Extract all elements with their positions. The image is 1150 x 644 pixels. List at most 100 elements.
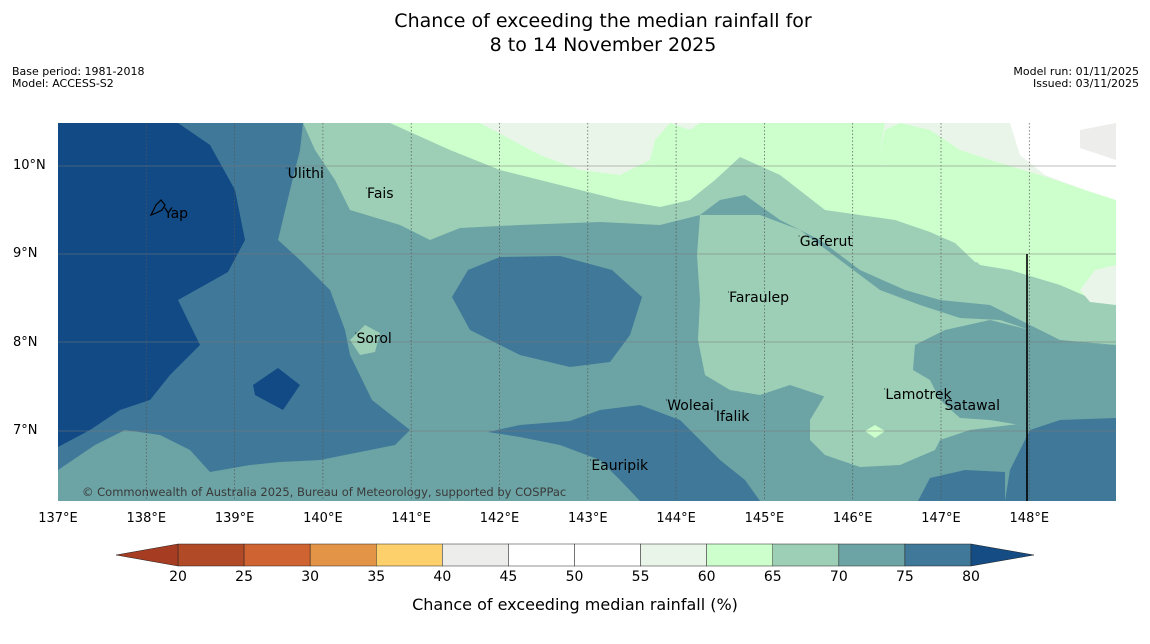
place-name: Satawal — [944, 398, 1000, 415]
colorbar-segment — [838, 543, 906, 567]
contour-gt80-blob — [253, 368, 300, 410]
contour-gt80-west — [58, 123, 245, 447]
colorbar-tick-label: 70 — [829, 569, 848, 585]
place-marker-icon: · — [354, 329, 357, 339]
colorbar-segment — [442, 543, 509, 567]
place-gaferut: · Gaferut — [797, 231, 853, 250]
colorbar-label: Chance of exceeding median rainfall (%) — [412, 595, 738, 614]
colorbar-tick-label: 25 — [235, 569, 253, 585]
colorbar-segment — [574, 543, 641, 567]
colorbar-tick-label: 60 — [697, 569, 716, 585]
copyright-notice: © Commonwealth of Australia 2025, Bureau… — [82, 485, 567, 499]
place-woleai: · Woleai — [665, 396, 714, 415]
colorbar-segment — [640, 543, 707, 567]
place-ifalik: · Ifalik — [713, 406, 750, 425]
yap-island — [149, 199, 166, 217]
contour-60-65-inner — [655, 123, 1116, 290]
place-marker-icon: · — [797, 231, 801, 241]
place-name: Faraulep — [729, 289, 790, 306]
place-sorol: · Sorol — [354, 329, 392, 348]
x-tick-label: 147°E — [921, 511, 961, 526]
place-name: Ifalik — [715, 408, 750, 425]
colorbar-tick-label: 75 — [895, 569, 914, 585]
contour-65-70-sorol — [350, 325, 380, 355]
place-marker-icon: · — [161, 203, 165, 213]
colorbar-tick-label: 50 — [565, 569, 584, 585]
place-fais: · Fais — [365, 184, 394, 203]
place-faraulep: · Faraulep — [727, 287, 790, 306]
y-tick-label: 7°N — [13, 422, 38, 438]
place-lamotrek: · Lamotrek — [883, 384, 952, 403]
colorbar-high-extend — [970, 543, 1035, 567]
contour-70-75-east — [913, 320, 1116, 425]
place-marker-icon: · — [942, 396, 946, 406]
place-name: Ulithi — [287, 166, 324, 182]
y-tick-label: 10°N — [13, 158, 46, 173]
colorbar-low-extend — [115, 543, 179, 567]
place-ulithi: · Ulithi — [286, 164, 324, 182]
y-tick-label: 8°N — [13, 334, 38, 350]
colorbar-segment — [243, 543, 311, 567]
colorbar-tick-label: 35 — [367, 569, 386, 585]
colorbar-segment — [376, 543, 443, 567]
meta-right: Model run: 01/11/2025 Issued: 03/11/2025 — [1013, 66, 1139, 90]
model-run-text: Model run: 01/11/2025 — [1013, 65, 1139, 78]
title-line-2: 8 to 14 November 2025 — [489, 34, 717, 56]
contour-75-80-se — [918, 470, 1005, 501]
place-marker-icon: · — [713, 406, 717, 416]
colorbar-segment — [177, 543, 245, 567]
colorbar-segment — [904, 543, 972, 567]
x-tick-label: 142°E — [479, 511, 520, 526]
colorbar-tick-label: 80 — [962, 569, 980, 585]
x-tick-label: 141°E — [391, 511, 431, 526]
place-name: Fais — [367, 186, 394, 203]
x-tick-label: 137°E — [38, 511, 78, 526]
place-name: Lamotrek — [885, 386, 952, 403]
contour-75-80-south — [488, 405, 760, 501]
colorbar-tick-label: 20 — [169, 569, 187, 585]
colorbar-segment — [706, 543, 774, 567]
place-marker-icon: · — [883, 384, 886, 394]
colorbar-tick-label: 45 — [499, 569, 518, 585]
colorbar-tick-label: 55 — [631, 569, 650, 585]
x-tick-label: 138°E — [126, 511, 167, 526]
title-line-1: Chance of exceeding the median rainfall … — [394, 10, 812, 32]
contour-45-50-ne — [1080, 123, 1116, 160]
place-marker-icon: · — [665, 396, 668, 406]
x-tick-label: 146°E — [832, 511, 873, 526]
contour-55-60-eastpatch — [1080, 265, 1116, 305]
colorbar-segment — [772, 543, 840, 567]
colorbar-segment — [309, 543, 377, 567]
place-name: Gaferut — [799, 233, 853, 250]
contour-60-65 — [390, 123, 1116, 305]
x-tick-label: 144°E — [656, 511, 696, 526]
x-tick-label: 145°E — [744, 511, 785, 526]
place-name: Sorol — [356, 331, 392, 348]
contour-75-80-east — [1005, 418, 1116, 501]
meta-left: Base period: 1981-2018 Model: ACCESS-S2 — [12, 66, 144, 90]
place-satawal: · Satawal — [942, 396, 1000, 415]
model-text: Model: ACCESS-S2 — [12, 77, 114, 90]
contour-75-80-central — [452, 256, 642, 367]
issued-text: Issued: 03/11/2025 — [1032, 77, 1139, 90]
place-yap: · Yap — [161, 203, 189, 222]
place-name: Woleai — [667, 398, 714, 415]
contour-60-65-diamond — [865, 425, 885, 438]
colorbar — [115, 543, 1035, 567]
y-tick-label: 9°N — [13, 246, 38, 262]
colorbar-tick-label: 65 — [763, 569, 782, 585]
grid — [58, 123, 1116, 501]
x-tick-label: 148°E — [1009, 511, 1050, 526]
contour-55-60 — [480, 123, 1116, 240]
x-tick-label: 143°E — [568, 511, 608, 526]
x-tick-label: 140°E — [303, 511, 343, 526]
chart-title: Chance of exceeding the median rainfall … — [0, 9, 1150, 57]
colorbar-tick-label: 40 — [433, 569, 452, 585]
place-name: Yap — [163, 205, 189, 222]
contour-layers — [58, 123, 1116, 501]
place-eauripik: · Eauripik — [589, 456, 649, 475]
colorbar-segment — [508, 543, 575, 567]
place-marker-icon: · — [727, 287, 730, 297]
place-name: Eauripik — [591, 458, 649, 475]
